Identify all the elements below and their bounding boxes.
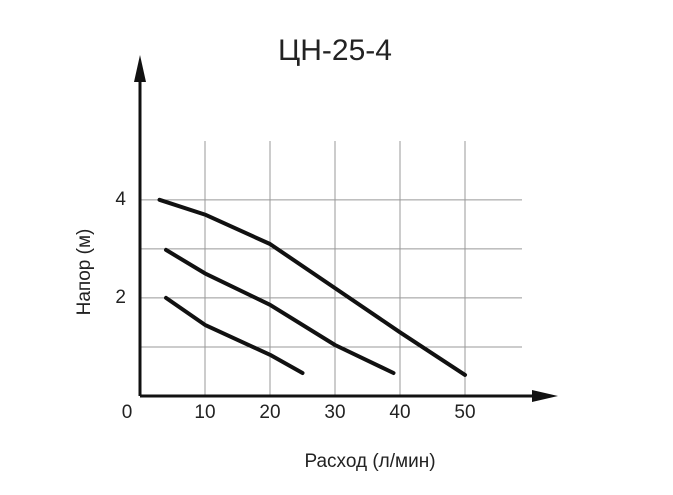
curve xyxy=(157,197,467,377)
curve xyxy=(164,247,396,375)
y-tick-label: 2 xyxy=(115,287,126,308)
x-tick-label: 50 xyxy=(454,402,475,423)
y-axis-arrow xyxy=(134,55,146,82)
chart-title: ЦН-25-4 xyxy=(278,34,392,67)
x-tick-label: 40 xyxy=(389,402,410,423)
y-tick-label: 4 xyxy=(115,189,126,210)
y-axis-label: Напор (м) xyxy=(74,229,95,316)
x-tick-label: 30 xyxy=(324,402,345,423)
curve xyxy=(164,295,305,375)
x-axis-label: Расход (л/мин) xyxy=(304,451,435,472)
grid xyxy=(140,141,522,396)
x-axis-arrow xyxy=(532,390,558,402)
x-tick-label: 10 xyxy=(194,402,215,423)
x-tick-label: 0 xyxy=(122,402,133,423)
x-tick-label: 20 xyxy=(259,402,280,423)
